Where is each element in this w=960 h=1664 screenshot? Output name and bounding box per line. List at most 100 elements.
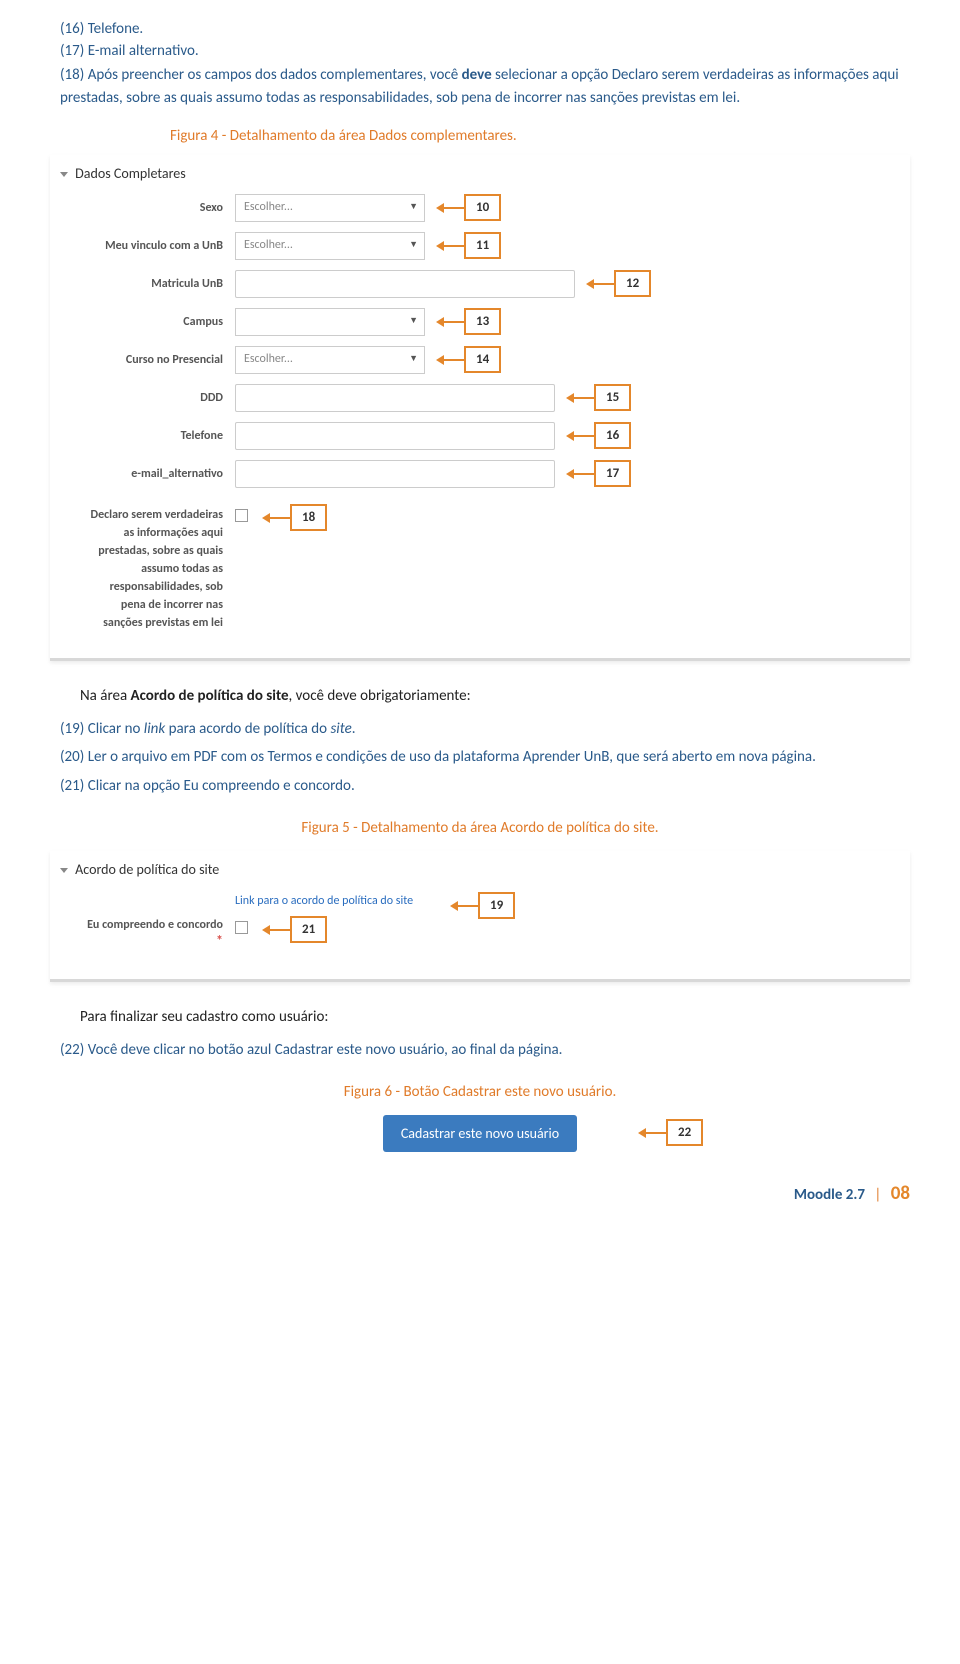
label-curso: Curso no Presencial	[60, 353, 235, 367]
label-matricula: Matricula UnB	[60, 277, 235, 291]
section-title: Acordo de política do site	[60, 861, 890, 878]
label-sexo: Sexo	[60, 201, 235, 215]
text-italic: link	[144, 720, 165, 738]
text: as informações aqui	[60, 524, 223, 542]
text: (18) Após preencher os campos dos dados …	[60, 66, 462, 84]
list-item-19: (19) Clicar no link para acordo de polít…	[50, 718, 910, 741]
callout-14: 14	[438, 346, 501, 373]
row-ddd: DDD 15	[60, 384, 890, 412]
select-sexo[interactable]: Escolher...	[235, 194, 425, 222]
callout-19: 19	[452, 892, 515, 919]
chevron-down-icon[interactable]	[60, 172, 68, 177]
figure4-screenshot: Dados Completares Sexo Escolher... 10 Me…	[50, 155, 910, 661]
checkbox-agree[interactable]	[235, 921, 248, 934]
callout-16: 16	[568, 422, 631, 449]
text: prestadas, sobre as quais	[60, 542, 223, 560]
page-number: 08	[891, 1182, 910, 1205]
acordo-heading: Na área Acordo de política do site, você…	[80, 685, 910, 708]
callout-box: 10	[464, 194, 501, 221]
select-vinculo[interactable]: Escolher...	[235, 232, 425, 260]
text: Declaro serem verdadeiras	[60, 506, 223, 524]
text: assumo todas as	[60, 560, 223, 578]
text: .	[352, 720, 356, 738]
section-title: Dados Completares	[60, 165, 890, 182]
section-label: Dados Completares	[75, 165, 186, 182]
callout-10: 10	[438, 194, 501, 221]
label-campus: Campus	[60, 315, 235, 329]
label-agree: Eu compreendo e concordo *	[60, 918, 235, 949]
callout-22: 22	[640, 1119, 703, 1146]
callout-17: 17	[568, 460, 631, 487]
section-label: Acordo de política do site	[75, 861, 219, 878]
callout-box: 18	[290, 504, 327, 531]
callout-15: 15	[568, 384, 631, 411]
callout-box: 14	[464, 346, 501, 373]
row-curso: Curso no Presencial Escolher... 14	[60, 346, 890, 374]
input-telefone[interactable]	[235, 422, 555, 450]
callout-box: 12	[614, 270, 651, 297]
text: sanções previstas em lei	[60, 614, 223, 632]
row-campus: Campus 13	[60, 308, 890, 336]
figure6-screenshot: Cadastrar este novo usuário 22	[50, 1115, 910, 1152]
select-curso[interactable]: Escolher...	[235, 346, 425, 374]
callout-13: 13	[438, 308, 501, 335]
figure6-caption: Figura 6 - Botão Cadastrar este novo usu…	[50, 1083, 910, 1101]
page-footer: Moodle 2.7 | 08	[50, 1182, 910, 1205]
text: (19) Clicar no	[60, 720, 144, 738]
final-heading: Para finalizar seu cadastro como usuário…	[80, 1006, 910, 1029]
select-campus[interactable]	[235, 308, 425, 336]
row-telefone: Telefone 16	[60, 422, 890, 450]
figure5-caption: Figura 5 - Detalhamento da área Acordo d…	[50, 819, 910, 837]
figure5-screenshot: Acordo de política do site Link para o a…	[50, 851, 910, 982]
list-item-17: (17) E-mail alternativo.	[50, 42, 910, 60]
policy-link[interactable]: Link para o acordo de política do site	[235, 894, 413, 908]
footer-text: Moodle 2.7	[794, 1186, 865, 1204]
figure4-caption: Figura 4 - Detalhamento da área Dados co…	[50, 127, 910, 145]
row-agree: Eu compreendo e concordo * 21	[60, 918, 890, 949]
list-item-21: (21) Clicar na opção Eu compreendo e con…	[50, 775, 910, 798]
text-italic: site	[330, 720, 351, 738]
text: Na área	[80, 687, 131, 705]
text: Eu compreendo e concordo	[87, 918, 223, 932]
label-declaro: Declaro serem verdadeiras as informações…	[60, 506, 235, 632]
callout-11: 11	[438, 232, 501, 259]
callout-box: 19	[478, 892, 515, 919]
divider: |	[868, 1186, 887, 1204]
callout-box: 15	[594, 384, 631, 411]
row-email-alt: e-mail_alternativo 17	[60, 460, 890, 488]
callout-box: 13	[464, 308, 501, 335]
text: , você deve obrigatoriamente:	[289, 687, 471, 705]
label-ddd: DDD	[60, 391, 235, 405]
chevron-down-icon[interactable]	[60, 868, 68, 873]
row-matricula: Matricula UnB 12	[60, 270, 890, 298]
text-bold: deve	[462, 66, 492, 84]
row-vinculo: Meu vinculo com a UnB Escolher... 11	[60, 232, 890, 260]
list-item-22: (22) Você deve clicar no botão azul Cada…	[50, 1039, 910, 1062]
callout-box: 21	[290, 916, 327, 943]
input-matricula[interactable]	[235, 270, 575, 298]
callout-18: 18	[264, 504, 327, 531]
label-email-alt: e-mail_alternativo	[60, 467, 235, 481]
list-item-20: (20) Ler o arquivo em PDF com os Termos …	[50, 746, 910, 769]
row-policy-link: Link para o acordo de política do site 1…	[60, 894, 890, 908]
row-sexo: Sexo Escolher... 10	[60, 194, 890, 222]
callout-box: 11	[464, 232, 501, 259]
cadastrar-button[interactable]: Cadastrar este novo usuário	[383, 1115, 577, 1152]
label-vinculo: Meu vinculo com a UnB	[60, 239, 235, 253]
text: responsabilidades, sob	[60, 578, 223, 596]
input-email-alt[interactable]	[235, 460, 555, 488]
list-item-18: (18) Após preencher os campos dos dados …	[50, 64, 910, 109]
input-ddd[interactable]	[235, 384, 555, 412]
checkbox-declaro[interactable]	[235, 509, 248, 522]
callout-12: 12	[588, 270, 651, 297]
callout-box: 16	[594, 422, 631, 449]
required-star-icon: *	[216, 932, 223, 949]
list-item-16: (16) Telefone.	[50, 20, 910, 38]
callout-box: 22	[666, 1119, 703, 1146]
text: pena de incorrer nas	[60, 596, 223, 614]
row-declaro: Declaro serem verdadeiras as informações…	[60, 506, 890, 632]
callout-21: 21	[264, 916, 327, 943]
label-telefone: Telefone	[60, 429, 235, 443]
text: para acordo de política do	[165, 720, 330, 738]
callout-box: 17	[594, 460, 631, 487]
